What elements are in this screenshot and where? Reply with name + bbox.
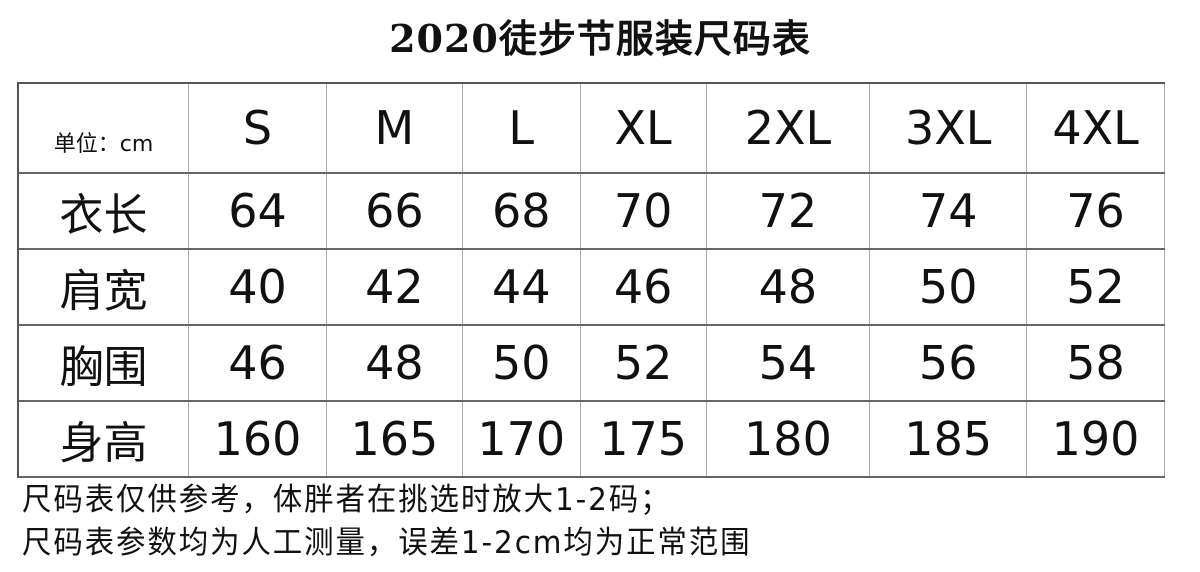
header-row: 单位：cm S M L XL 2XL 3XL 4XL (17, 82, 1165, 174)
table-cell: 190 (1026, 400, 1165, 478)
table-cell: 64 (188, 172, 327, 250)
row-label: 身高 (17, 400, 190, 478)
size-header: 4XL (1026, 82, 1165, 174)
page-title: 2020徒步节服装尺码表 (389, 16, 811, 61)
size-header: XL (579, 82, 707, 174)
table-cell: 68 (461, 172, 581, 250)
table-cell: 160 (188, 400, 327, 478)
row-label: 胸围 (17, 324, 190, 402)
table-cell: 44 (461, 248, 581, 326)
size-header: L (461, 82, 581, 174)
table-cell: 54 (705, 324, 871, 402)
table-cell: 74 (869, 172, 1028, 250)
table-cell: 72 (705, 172, 871, 250)
table-cell: 70 (579, 172, 707, 250)
table-cell: 185 (869, 400, 1028, 478)
table-cell: 40 (188, 248, 327, 326)
size-header: 3XL (869, 82, 1028, 174)
table-cell: 52 (1026, 248, 1165, 326)
table-cell: 76 (1026, 172, 1165, 250)
table-cell: 165 (325, 400, 463, 478)
size-header: M (325, 82, 463, 174)
table-cell: 46 (188, 324, 327, 402)
table-cell: 180 (705, 400, 871, 478)
table-row: 肩宽 40 42 44 46 48 50 52 (17, 248, 1165, 326)
table-cell: 52 (579, 324, 707, 402)
size-header: 2XL (705, 82, 871, 174)
table-cell: 48 (705, 248, 871, 326)
table-cell: 170 (461, 400, 581, 478)
table-row: 衣长 64 66 68 70 72 74 76 (17, 172, 1165, 250)
table-cell: 175 (579, 400, 707, 478)
table-cell: 56 (869, 324, 1028, 402)
table-cell: 46 (579, 248, 707, 326)
note-line-2: 尺码表参数均为人工测量，误差1-2cm均为正常范围 (22, 525, 752, 561)
table-cell: 50 (869, 248, 1028, 326)
table-row: 身高 160 165 170 175 180 185 190 (17, 400, 1165, 478)
table-cell: 58 (1026, 324, 1165, 402)
row-label: 衣长 (17, 172, 190, 250)
row-label: 肩宽 (17, 248, 190, 326)
unit-label: 单位：cm (17, 82, 190, 174)
table-cell: 66 (325, 172, 463, 250)
size-chart-table: 单位：cm S M L XL 2XL 3XL 4XL 衣长 64 66 68 70 72 7… (17, 82, 1165, 478)
size-header: S (188, 82, 327, 174)
table-row: 胸围 46 48 50 52 54 56 58 (17, 324, 1165, 402)
table-cell: 50 (461, 324, 581, 402)
table-cell: 42 (325, 248, 463, 326)
note-line-1: 尺码表仅供参考，体胖者在挑选时放大1-2码； (22, 482, 672, 518)
table-cell: 48 (325, 324, 463, 402)
